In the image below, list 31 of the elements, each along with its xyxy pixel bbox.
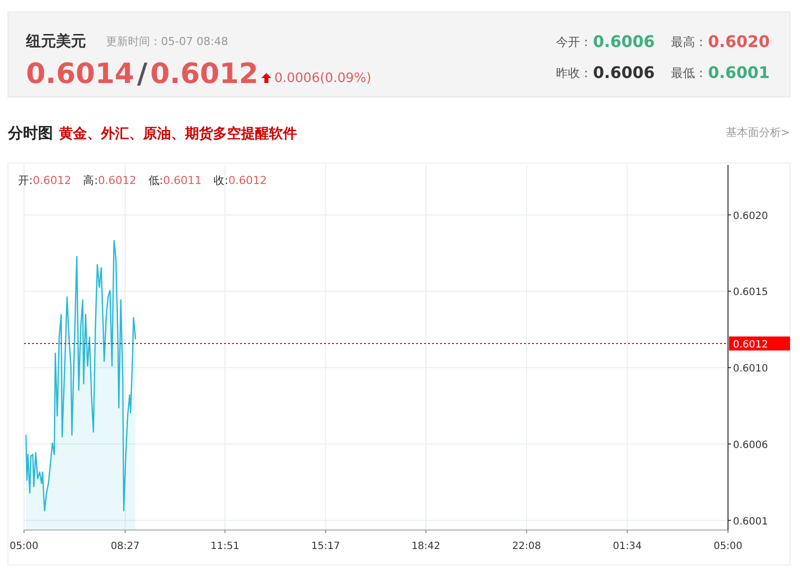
x-tick-label: 05:00: [10, 541, 38, 552]
text: 最低：0.6001: [671, 63, 770, 82]
x-tick-label: 08:27: [110, 541, 140, 552]
x-tick-label: 01:34: [612, 541, 642, 552]
annotation: 收:0.6012: [214, 174, 267, 187]
annotation: 开:0.6012: [18, 174, 72, 187]
text: /: [137, 57, 148, 90]
annotation: 高:0.6012: [83, 174, 136, 187]
text: 0.6014: [26, 57, 134, 90]
text: 基本面分析>: [726, 126, 790, 139]
y-tick-label: 0.6006: [733, 440, 768, 451]
ref-line-label: 0.6012: [733, 339, 768, 350]
text: 今开：0.6006: [556, 32, 655, 51]
x-tick-label: 22:08: [512, 541, 541, 552]
y-tick-label: 0.6010: [733, 364, 768, 375]
x-tick-label: 18:42: [411, 541, 440, 552]
text: 更新时间：05-07 08:48: [106, 35, 228, 48]
annotation: 低:0.6011: [148, 174, 202, 187]
x-tick-label: 15:17: [311, 541, 340, 552]
x-tick-label: 05:00: [714, 541, 742, 552]
text: 最高：0.6020: [671, 32, 770, 51]
y-tick-label: 0.6015: [733, 287, 768, 298]
text: 0.0006(0.09%): [274, 71, 372, 86]
text: 纽元美元: [25, 32, 86, 50]
chart-subtitle: 黄金、外汇、原油、期货多空提醒软件: [58, 125, 297, 142]
x-tick-label: 11:51: [210, 541, 240, 552]
chart-title: 分时图: [7, 124, 53, 142]
text: 昨收：0.6006: [556, 63, 655, 82]
y-tick-label: 0.6001: [733, 516, 768, 528]
text: 0.6012: [150, 57, 258, 90]
y-tick-label: 0.6020: [733, 210, 768, 222]
